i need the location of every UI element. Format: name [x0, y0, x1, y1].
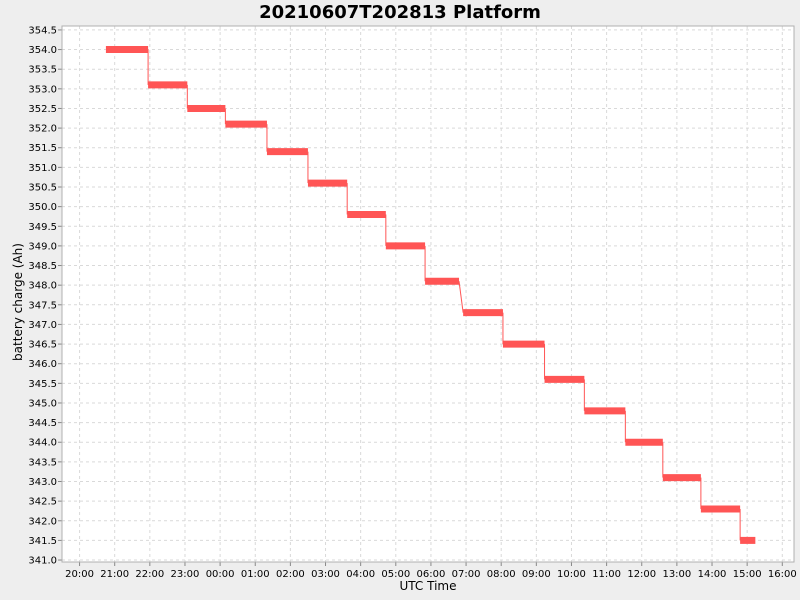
y-tick-label: 350.5 — [28, 182, 57, 193]
x-tick-label: 16:00 — [768, 569, 797, 580]
y-tick-label: 351.0 — [28, 163, 57, 174]
x-tick-label: 06:00 — [417, 569, 446, 580]
y-tick-label: 354.0 — [28, 45, 57, 56]
x-tick-label: 21:00 — [100, 569, 129, 580]
x-tick-label: 02:00 — [276, 569, 305, 580]
y-tick-label: 342.5 — [28, 497, 57, 508]
y-tick-label: 345.5 — [28, 379, 57, 390]
y-tick-label: 347.5 — [28, 300, 57, 311]
y-axis-label: battery charge (Ah) — [11, 243, 25, 361]
data-layer — [105, 46, 756, 544]
y-tick-label: 348.0 — [28, 281, 57, 292]
y-tick-label: 352.5 — [28, 104, 57, 115]
grid-layer — [62, 26, 794, 562]
y-tick-label: 346.0 — [28, 359, 57, 370]
y-tick-label: 343.0 — [28, 477, 57, 488]
x-tick-label: 13:00 — [662, 569, 691, 580]
x-tick-label: 00:00 — [206, 569, 235, 580]
axes-layer: 20:00 21:00 22:00 23:00 00:00 01:00 02:00 03:00… — [28, 25, 796, 580]
x-tick-label: 07:00 — [452, 569, 481, 580]
y-tick-label: 345.0 — [28, 398, 57, 409]
y-tick-label: 344.5 — [28, 418, 57, 429]
y-tick-label: 346.5 — [28, 340, 57, 351]
y-tick-label: 349.0 — [28, 241, 57, 252]
y-tick-label: 341.5 — [28, 536, 57, 547]
y-tick-label: 344.0 — [28, 438, 57, 449]
x-tick-label: 09:00 — [522, 569, 551, 580]
plot-border — [61, 25, 795, 563]
y-tick-label: 350.0 — [28, 202, 57, 213]
x-tick-label: 11:00 — [592, 569, 621, 580]
x-tick-label: 10:00 — [557, 569, 586, 580]
y-tick-label: 353.0 — [28, 84, 57, 95]
x-tick-label: 22:00 — [135, 569, 164, 580]
y-tick-label: 348.5 — [28, 261, 57, 272]
y-tick-label: 341.0 — [28, 556, 57, 567]
y-tick-label: 352.0 — [28, 124, 57, 135]
x-axis-label: UTC Time — [400, 579, 457, 593]
plot-area — [62, 26, 794, 562]
y-tick-label: 351.5 — [28, 143, 57, 154]
x-tick-label: 05:00 — [381, 569, 410, 580]
x-tick-label: 23:00 — [171, 569, 200, 580]
series-connector — [458, 281, 464, 313]
x-tick-label: 20:00 — [65, 569, 94, 580]
x-tick-label: 03:00 — [311, 569, 340, 580]
x-tick-label: 04:00 — [346, 569, 375, 580]
y-tick-label: 349.5 — [28, 222, 57, 233]
y-tick-label: 342.0 — [28, 516, 57, 527]
y-tick-label: 354.5 — [28, 25, 57, 36]
y-tick-label: 347.0 — [28, 320, 57, 331]
x-tick-label: 01:00 — [241, 569, 270, 580]
x-tick-label: 08:00 — [487, 569, 516, 580]
y-tick-label: 343.5 — [28, 457, 57, 468]
x-tick-label: 12:00 — [627, 569, 656, 580]
x-tick-label: 15:00 — [733, 569, 762, 580]
y-tick-label: 353.5 — [28, 65, 57, 76]
x-tick-label: 14:00 — [698, 569, 727, 580]
chart-title: 20210607T202813 Platform — [259, 2, 541, 23]
